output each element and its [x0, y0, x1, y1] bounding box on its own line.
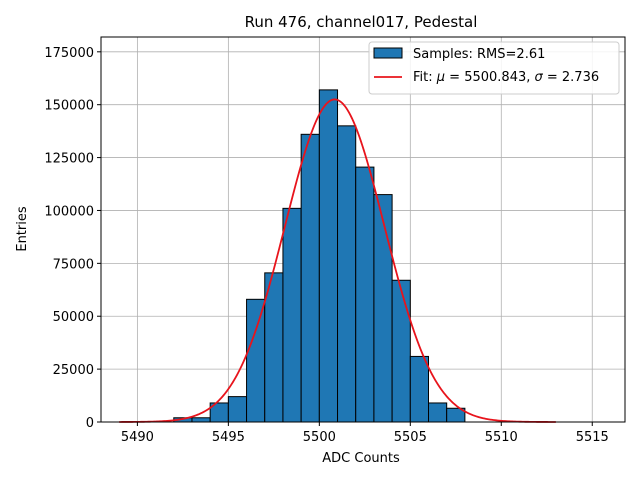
histogram-bar [191, 417, 211, 423]
histogram-bar [300, 133, 320, 423]
x-tick-label: 5510 [485, 430, 518, 445]
legend-fit-prefix: Fit: [413, 70, 437, 85]
histogram-bar [246, 298, 266, 423]
x-tick-label: 5505 [394, 430, 427, 445]
y-tick-label: 175000 [44, 46, 94, 61]
y-tick-label: 0 [86, 416, 94, 431]
histogram-bar [355, 166, 375, 423]
legend-histogram-label: Samples: RMS=2.61 [413, 47, 545, 62]
histogram-bar [391, 279, 411, 423]
histogram-bar [337, 125, 357, 423]
y-tick-label: 125000 [44, 152, 94, 167]
x-axis-ticks: 5490 5495 5500 5505 5510 5515 [121, 422, 609, 445]
y-tick-label: 25000 [53, 363, 94, 378]
x-tick-label: 5495 [212, 430, 245, 445]
y-axis-ticks: 0 25000 50000 75000 100000 125000 150000 175000 [44, 46, 101, 431]
y-tick-label: 75000 [53, 257, 94, 272]
x-axis-label: ADC Counts [322, 451, 400, 466]
x-tick-label: 5515 [576, 430, 609, 445]
histogram-bar [428, 402, 448, 423]
fit-curve-layer [119, 98, 556, 423]
histogram-bar [227, 396, 248, 423]
plot-frame [100, 36, 626, 423]
legend-fit-label: Fit: μ = 5500.843, σ = 2.736 [413, 70, 599, 85]
histogram-bar [318, 89, 339, 423]
y-tick-label: 150000 [44, 99, 94, 114]
y-tick-label: 50000 [53, 310, 94, 325]
legend: Samples: RMS=2.61 Fit: μ = 5500.843, σ =… [368, 41, 620, 95]
legend-box [368, 41, 620, 95]
fit-curve [119, 98, 556, 423]
legend-fit-mu-value: = 5500.843, [445, 70, 534, 85]
x-tick-label: 5490 [121, 430, 154, 445]
legend-fit-mu-symbol: μ [436, 70, 445, 85]
legend-fit-sigma-value: = 2.736 [543, 70, 599, 85]
y-axis-label: Entries [15, 206, 30, 252]
chart-title: Run 476, channel017, Pedestal [245, 13, 478, 31]
x-tick-label: 5500 [303, 430, 336, 445]
y-tick-label: 100000 [44, 204, 94, 219]
legend-fit-sigma-symbol: σ [535, 70, 544, 85]
legend-histogram-swatch [373, 47, 403, 59]
histogram-bar [373, 194, 393, 423]
histogram-bar [409, 355, 429, 423]
histogram-bar [282, 207, 302, 423]
